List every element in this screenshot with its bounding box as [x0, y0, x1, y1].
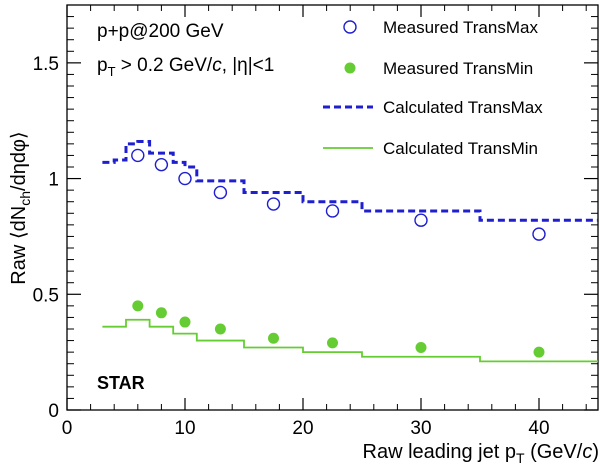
- cut-pt: p: [97, 55, 108, 76]
- legend-label-calculated-transmin: Calculated TransMin: [383, 139, 538, 158]
- legend-marker-measured-transmin: [344, 62, 356, 74]
- data-point-measured-transmax: [154, 157, 169, 172]
- series-line-calculated-transmax: [102, 140, 598, 222]
- data-point-measured-transmax: [213, 185, 228, 200]
- x-tick-label: 30: [410, 418, 431, 439]
- data-point-measured-transmin: [268, 332, 279, 344]
- legend-label-measured-transmax: Measured TransMax: [383, 18, 538, 37]
- data-point-measured-transmax: [131, 148, 145, 163]
- data-point-measured-transmin: [415, 342, 427, 354]
- y-axis-title: Raw ⟨dNch/dηdφ⟩: [8, 131, 33, 284]
- collision-annotation: p+p@200 GeV: [97, 21, 224, 42]
- data-point-measured-transmin: [179, 316, 191, 328]
- data-point-measured-transmax: [266, 197, 281, 211]
- y-tick-label: 0.5: [33, 285, 59, 306]
- data-point-measured-transmax: [532, 227, 546, 241]
- y-tick-label: 1.5: [33, 54, 59, 75]
- axis-ticks: 0 10 20 30 40 0 0.5 1 1.5: [33, 5, 598, 439]
- data-point-measured-transmax: [414, 213, 428, 227]
- series-line-calculated-transmin: [102, 318, 598, 363]
- x-tick-label: 0: [62, 418, 73, 439]
- cut-eta: , |η|<1: [222, 55, 275, 76]
- data-point-measured-transmin: [533, 346, 545, 358]
- legend-marker-measured-transmax: [343, 20, 357, 34]
- data-point-measured-transmax: [178, 171, 192, 186]
- legend-label-measured-transmin: Measured TransMin: [383, 59, 533, 78]
- cut-c: c: [212, 55, 222, 76]
- star-label: STAR: [97, 373, 145, 393]
- legend: Measured TransMax Measured TransMin Calc…: [323, 18, 543, 158]
- x-tick-label: 10: [174, 418, 195, 439]
- cut-pt-sub: T: [108, 64, 116, 79]
- y-tick-label: 0: [48, 401, 59, 422]
- data-point-measured-transmin: [327, 337, 338, 349]
- cut-annotation: pT > 0.2 GeV/c, |η|<1: [97, 55, 274, 79]
- y-tick-label: 1: [48, 170, 59, 191]
- x-tick-label: 20: [292, 418, 313, 439]
- series-layer: [102, 140, 598, 363]
- data-point-measured-transmin: [132, 300, 144, 312]
- cut-rest: > 0.2 GeV/: [116, 55, 213, 76]
- x-axis-title: Raw leading jet pT (GeV/c): [363, 441, 599, 466]
- data-point-measured-transmin: [155, 307, 167, 319]
- data-point-measured-transmax: [325, 204, 340, 218]
- plot-frame: [66, 4, 599, 411]
- data-point-measured-transmin: [214, 323, 226, 335]
- legend-label-calculated-transmax: Calculated TransMax: [383, 98, 543, 117]
- x-tick-label: 40: [528, 418, 549, 439]
